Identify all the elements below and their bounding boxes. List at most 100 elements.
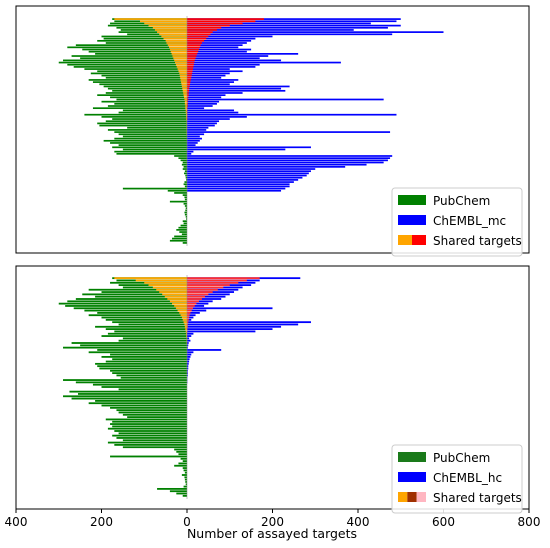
bar-shared-right xyxy=(187,316,190,319)
bar-shared-left xyxy=(184,98,187,101)
bar-shared-left xyxy=(172,302,187,305)
bar-chembl xyxy=(187,367,189,370)
bar-chembl xyxy=(187,74,226,77)
ticks-bottom: 400 200 0 200 400 600 800 xyxy=(5,509,540,529)
bar-chembl xyxy=(187,48,252,51)
bar-pubchem xyxy=(112,321,187,324)
bar-pubchem xyxy=(112,425,187,428)
bar-shared-left xyxy=(114,18,187,20)
bar-shared-right xyxy=(187,302,197,305)
bar-pubchem xyxy=(157,487,187,490)
bar-shared-left xyxy=(169,46,187,49)
bar-shared-left xyxy=(169,48,187,51)
bar-chembl xyxy=(187,122,217,125)
bar-shared-left xyxy=(180,79,187,81)
bar-shared-left xyxy=(184,325,187,328)
legend-label: PubChem xyxy=(433,194,490,208)
bar-pubchem xyxy=(95,399,187,402)
bar-pubchem xyxy=(183,485,187,488)
x-tick-label: 400 xyxy=(5,515,28,529)
bar-shared-right xyxy=(187,325,188,328)
bar-shared-left xyxy=(165,39,187,42)
bar-shared-left xyxy=(170,50,187,53)
bar-chembl xyxy=(187,355,191,358)
bar-shared-left xyxy=(159,33,187,36)
bar-pubchem xyxy=(110,96,187,99)
bar-shared-left xyxy=(181,81,187,83)
bar-shared-left xyxy=(181,83,187,86)
bar-shared-left xyxy=(182,89,187,92)
bar-shared-left xyxy=(176,66,187,68)
bar-chembl xyxy=(187,100,220,103)
bar-chembl xyxy=(187,174,307,177)
bar-pubchem xyxy=(112,358,187,361)
bar-shared-left xyxy=(172,55,187,57)
bar-chembl xyxy=(187,98,384,101)
bar-pubchem xyxy=(180,224,187,227)
bar-pubchem xyxy=(84,113,187,116)
bar-shared-left xyxy=(185,105,187,107)
bar-pubchem xyxy=(174,464,187,467)
bar-shared-right xyxy=(187,29,217,31)
bar-shared-right xyxy=(187,81,191,83)
bar-chembl xyxy=(187,107,205,110)
bar-pubchem xyxy=(105,92,187,94)
bar-pubchem xyxy=(105,76,187,79)
bar-chembl xyxy=(187,81,235,83)
bar-shared-left xyxy=(180,314,187,317)
bar-pubchem xyxy=(110,142,187,144)
bar-pubchem xyxy=(180,159,187,162)
bar-chembl xyxy=(187,50,247,53)
legend-label: ChEMBL_hc xyxy=(433,471,502,485)
bar-chembl xyxy=(187,26,388,29)
bar-chembl xyxy=(187,179,299,181)
bar-chembl xyxy=(187,118,230,120)
bar-chembl xyxy=(187,124,215,127)
bar-pubchem xyxy=(82,293,187,296)
bar-pubchem xyxy=(182,467,187,469)
bar-pubchem xyxy=(110,455,187,458)
bar-chembl xyxy=(187,139,200,142)
bar-chembl xyxy=(187,305,205,307)
bar-chembl xyxy=(187,176,303,179)
bar-pubchem xyxy=(179,231,187,233)
bar-pubchem xyxy=(120,29,187,31)
bar-chembl xyxy=(187,146,311,149)
bar-shared-right xyxy=(187,305,195,307)
bar-shared-left xyxy=(186,113,187,116)
bar-pubchem xyxy=(80,57,187,60)
legend-label: ChEMBL_mc xyxy=(433,214,506,228)
bar-pubchem xyxy=(101,386,187,388)
bar-chembl xyxy=(187,166,346,168)
bar-pubchem xyxy=(97,39,187,42)
bar-pubchem xyxy=(101,74,187,77)
bar-shared-left xyxy=(144,281,187,284)
bar-pubchem xyxy=(103,139,187,142)
bar-pubchem xyxy=(114,131,187,133)
bar-pubchem xyxy=(73,66,187,68)
bar-pubchem xyxy=(184,205,187,207)
bar-chembl xyxy=(187,18,401,20)
bar-shared-right xyxy=(187,279,247,282)
bar-pubchem xyxy=(184,213,187,216)
bar-chembl xyxy=(187,20,397,23)
bar-pubchem xyxy=(67,300,187,303)
bar-pubchem xyxy=(110,369,187,372)
bar-pubchem xyxy=(176,229,187,231)
bar-shared-right xyxy=(187,35,209,38)
bar-chembl xyxy=(187,89,286,92)
bar-pubchem xyxy=(116,152,187,155)
panel-bottom: 400 200 0 200 400 600 800 PubChem ChEMBL_hc Shar… xyxy=(5,265,540,529)
bar-chembl xyxy=(187,94,226,96)
bar-pubchem xyxy=(65,305,187,307)
bar-shared-right xyxy=(187,298,202,300)
bar-pubchem xyxy=(95,362,187,365)
bar-pubchem xyxy=(116,98,187,101)
bar-shared-left xyxy=(177,309,187,312)
bar-chembl xyxy=(187,142,198,144)
bar-shared-left xyxy=(164,295,187,298)
bar-pubchem xyxy=(122,413,187,416)
bar-chembl xyxy=(187,337,190,340)
bar-pubchem xyxy=(112,146,187,149)
bar-shared-right xyxy=(187,281,239,284)
